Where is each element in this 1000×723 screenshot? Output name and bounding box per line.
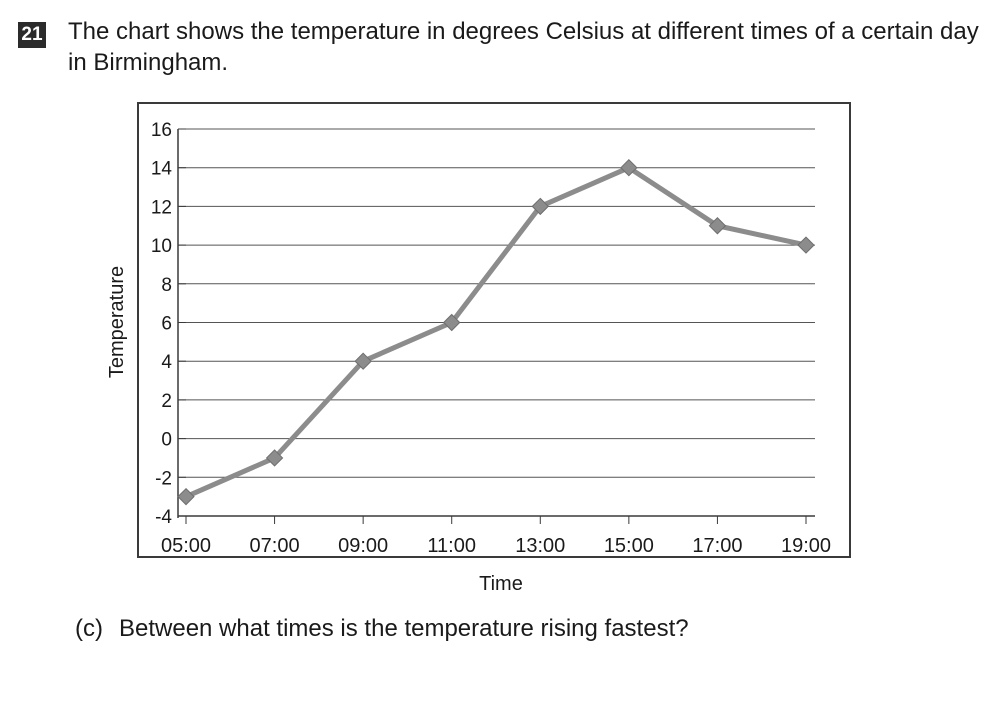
series-line [177, 158, 815, 506]
y-tick-label: 10 [151, 236, 172, 257]
data-point-marker [354, 352, 372, 370]
data-point-marker [265, 449, 284, 467]
y-tick-label: 0 [161, 430, 172, 451]
tick-labels: -4 -2 0 2 4 6 8 10 12 14 16 05:00 07:00 09:00 11:00 13:… [151, 120, 831, 557]
grid-lines [178, 128, 815, 478]
y-tick-label: 8 [161, 275, 172, 296]
subquestion-label: (c) [75, 615, 103, 642]
y-tick-label: 4 [161, 352, 172, 373]
x-tick-label: 11:00 [427, 535, 476, 557]
subquestion-text: Between what times is the temperature ri… [118, 615, 689, 642]
data-point-marker [177, 487, 195, 506]
y-tick-label: -2 [155, 468, 172, 489]
x-tick-label: 15:00 [604, 535, 654, 557]
y-tick-label: 12 [151, 197, 172, 218]
y-tick-label: -4 [155, 507, 172, 528]
x-tick-label: 09:00 [338, 535, 388, 557]
axes [177, 128, 815, 524]
data-point-marker [797, 236, 815, 254]
x-tick-label: 19:00 [781, 535, 831, 557]
y-tick-label: 14 [151, 159, 173, 180]
data-point-marker [531, 197, 549, 216]
data-point-marker [620, 158, 638, 177]
data-point-marker [443, 313, 461, 332]
x-tick-label: 07:00 [250, 535, 300, 557]
y-axis-label: Temperature [106, 266, 128, 378]
chart-frame [137, 102, 851, 558]
temperature-series-line [184, 165, 807, 499]
x-tick-label: 17:00 [692, 535, 742, 557]
subquestion: (c) Between what times is the temperature… [75, 614, 689, 644]
question-number-badge: 21 [18, 22, 46, 48]
x-axis-label: Time [479, 573, 523, 595]
y-tick-label: 6 [161, 314, 172, 335]
question-text: The chart shows the temperature in degre… [68, 18, 979, 76]
x-tick-label: 05:00 [161, 535, 211, 557]
y-tick-label: 2 [161, 391, 172, 412]
data-point-marker [708, 217, 727, 235]
y-tick-label: 16 [151, 120, 172, 141]
x-tick-label: 13:00 [515, 535, 565, 557]
